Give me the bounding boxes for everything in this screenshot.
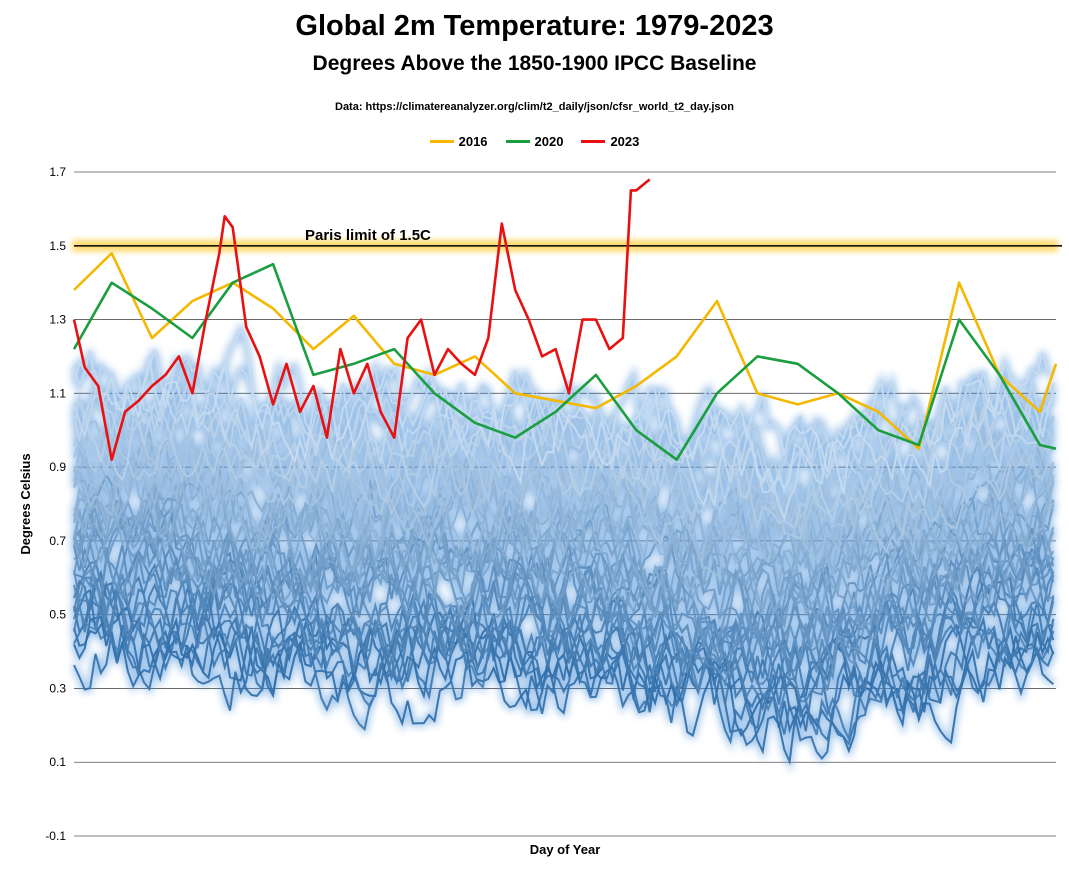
background-year-line (73, 544, 1055, 691)
legend: 2016 2020 2023 (0, 134, 1069, 149)
background-year-line (73, 521, 1054, 666)
y-tick-label: 0.7 (49, 534, 66, 548)
y-axis-title: Degrees Celsius (18, 453, 33, 554)
background-years (73, 326, 1055, 766)
x-axis-title: Day of Year (530, 842, 601, 857)
background-year-line (73, 553, 1055, 719)
y-tick-label: 1.7 (49, 165, 66, 179)
background-year-line (73, 363, 1055, 522)
y-tick-label: 1.3 (49, 313, 66, 327)
y-tick-label: 0.1 (49, 755, 66, 769)
series-2023-line (72, 178, 651, 462)
legend-item-2016: 2016 (429, 134, 488, 149)
legend-swatch-2023 (581, 140, 606, 143)
y-tick-label: -0.1 (45, 829, 66, 843)
y-tick-label: 0.3 (49, 681, 66, 695)
background-year-line (73, 406, 1055, 577)
legend-item-2023: 2023 (581, 134, 639, 149)
y-tick-label: 1.1 (49, 386, 66, 400)
legend-item-2020: 2020 (505, 134, 564, 149)
legend-label-2016: 2016 (458, 134, 488, 149)
legend-label-2020: 2020 (534, 134, 564, 149)
paris-limit-label: Paris limit of 1.5C (305, 227, 431, 244)
background-year-line (73, 384, 1055, 520)
background-year-line (73, 378, 1055, 525)
legend-swatch-2020 (505, 140, 530, 143)
background-year-line (73, 476, 1055, 620)
y-tick-label: 0.9 (49, 460, 66, 474)
background-year-line (73, 349, 1055, 507)
y-tick-label: 1.5 (49, 239, 66, 253)
chart-subtitle: Degrees Above the 1850-1900 IPCC Baselin… (312, 52, 757, 75)
background-year-line (73, 379, 1055, 509)
y-tick-label: 0.5 (49, 608, 66, 622)
legend-label-2023: 2023 (610, 134, 640, 149)
chart-title: Global 2m Temperature: 1979-2023 (295, 10, 774, 42)
data-source: Data: https://climatereanalyzer.org/clim… (335, 101, 734, 113)
background-year-line (73, 378, 1055, 531)
background-year-line (73, 577, 1055, 746)
legend-swatch-2016 (429, 140, 454, 143)
background-year-line (73, 395, 1055, 554)
